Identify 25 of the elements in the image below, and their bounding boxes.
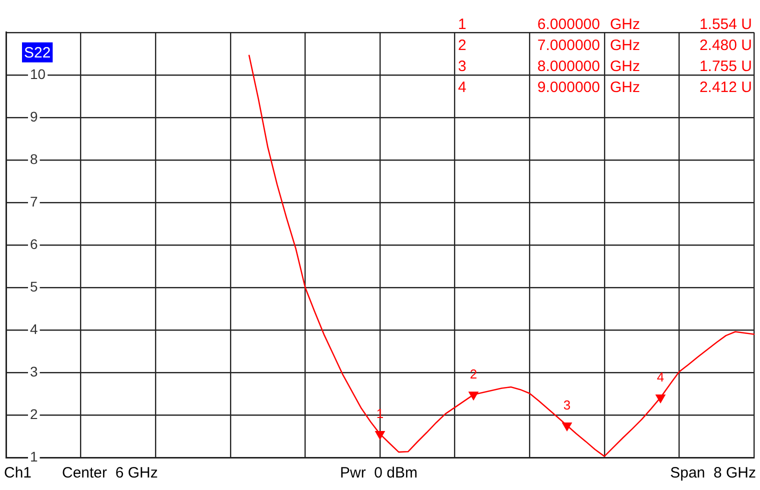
text: Span 8 GHz: [670, 464, 756, 482]
text: Ch1: [4, 464, 32, 482]
y-tick-label: 3: [30, 363, 38, 380]
text: S22: [24, 44, 51, 62]
annotation: 1: [458, 16, 466, 34]
y-tick-label: 6: [30, 236, 38, 252]
y-tick-label: 4: [30, 320, 38, 337]
y-tick-label: 10: [30, 66, 46, 82]
y-tick-label: 7: [30, 193, 38, 210]
text: 8.000000 GHz 1.755 U: [537, 58, 752, 76]
text: 3: [563, 398, 571, 413]
text: 4: [656, 370, 664, 385]
text: 9.000000 GHz 2.412 U: [537, 79, 752, 96]
annotation: 2: [458, 37, 466, 54]
y-tick-label: 2: [30, 406, 38, 422]
y-tick-label: 8: [30, 150, 38, 167]
y-tick-label: 5: [30, 278, 38, 294]
annotation: 4: [458, 79, 466, 96]
annotation: 3: [458, 58, 466, 76]
text: Center 6 GHz: [62, 464, 158, 482]
text: 7.000000 GHz 2.480 U: [537, 37, 752, 54]
text: Pwr 0 dBm: [340, 464, 418, 482]
y-tick-label: 1: [30, 448, 38, 464]
text: 6.000000 GHz 1.554 U: [537, 16, 752, 34]
y-tick-label: 9: [30, 108, 38, 124]
